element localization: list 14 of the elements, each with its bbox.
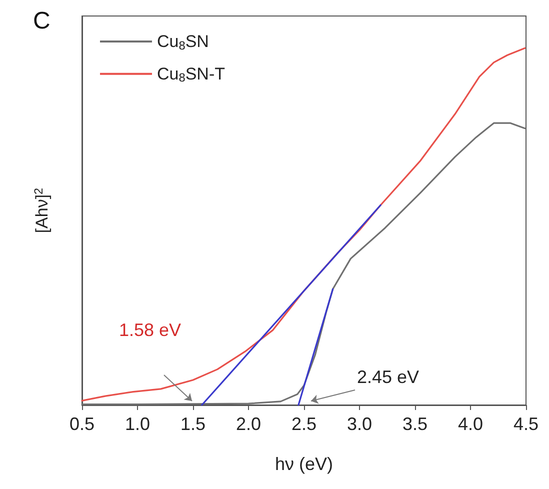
x-axis-title: hν (eV) bbox=[274, 454, 334, 474]
y-axis-title: [Ahν]2 bbox=[31, 187, 52, 234]
x-tick-label: 3.5 bbox=[402, 414, 428, 434]
x-tick-label: 4.0 bbox=[458, 414, 484, 434]
chart-title: C bbox=[33, 8, 50, 34]
x-tick-label: 1.0 bbox=[124, 414, 150, 434]
annotation: 2.45 eV bbox=[356, 367, 420, 387]
x-tick-label: 3.0 bbox=[346, 414, 372, 434]
x-tick-label: 2.0 bbox=[236, 414, 262, 434]
x-tick-label: 4.5 bbox=[513, 414, 539, 434]
x-tick-label: 1.5 bbox=[180, 414, 206, 434]
x-tick-label: 2.5 bbox=[291, 414, 317, 434]
x-tick-label: 0.5 bbox=[69, 414, 95, 434]
annotation: 1.58 eV bbox=[118, 320, 182, 340]
